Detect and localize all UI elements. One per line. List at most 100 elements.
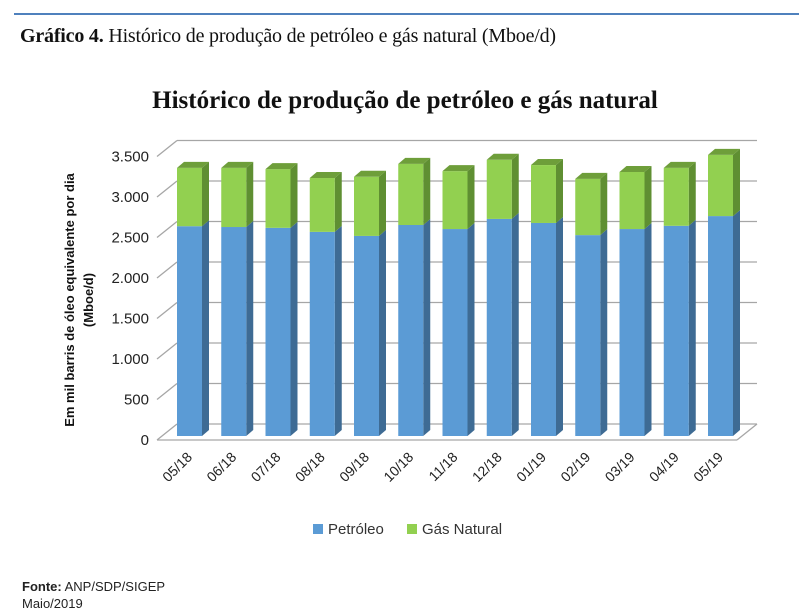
bar-gas <box>221 167 247 228</box>
date-line: Maio/2019 <box>22 596 83 611</box>
bar-gas <box>398 163 424 225</box>
bar-gas <box>265 169 291 228</box>
bar-petroleo <box>708 216 733 436</box>
bar-side-petroleo <box>600 229 608 436</box>
source-label: Fonte: <box>22 579 62 594</box>
y-tick-label: 2.500 <box>111 230 149 247</box>
bar-side-petroleo <box>644 223 652 436</box>
legend: Petróleo Gás Natural <box>313 521 502 538</box>
bar-top <box>221 161 254 168</box>
bar-petroleo <box>442 229 468 436</box>
bar-side-gas <box>467 165 475 230</box>
y-tick-label: 2.000 <box>111 270 149 287</box>
x-tick-label: 01/19 <box>513 449 549 485</box>
gridline-side <box>156 301 178 320</box>
floor-right-edge <box>736 423 758 441</box>
x-tick-label: 12/18 <box>469 449 505 485</box>
bar-petroleo <box>221 227 247 436</box>
bar-petroleo <box>619 229 645 436</box>
gridline-side <box>156 423 178 441</box>
bar-petroleo <box>354 235 379 436</box>
bar-top <box>177 161 209 168</box>
legend-swatch-gas <box>407 524 417 534</box>
gridline-side <box>156 261 178 279</box>
y-tick-labels: 0 500 1.000 1.500 2.000 2.500 3.000 3.500 <box>111 149 149 450</box>
bar-stack-03/19 <box>619 165 652 436</box>
y-tick-label: 3.500 <box>111 149 149 166</box>
bar-petroleo <box>265 227 291 436</box>
bar-side-petroleo <box>334 225 342 436</box>
y-tick-label: 3.000 <box>111 189 149 206</box>
bar-gas <box>663 167 689 226</box>
bar-side-petroleo <box>688 219 696 436</box>
top-rule <box>14 13 799 15</box>
bar-side-gas <box>688 161 696 226</box>
y-tick-label: 1.500 <box>111 311 149 328</box>
bar-gas <box>309 178 335 232</box>
bar-side-gas <box>334 172 342 232</box>
x-tick-label: 10/18 <box>380 449 416 485</box>
bar-top <box>398 157 431 164</box>
x-tick-label: 03/19 <box>602 449 638 485</box>
x-tick-label: 08/18 <box>292 449 328 485</box>
bar-side-petroleo <box>556 216 563 436</box>
bar-top <box>265 163 298 170</box>
bar-side-petroleo <box>379 229 386 436</box>
bar-gas <box>575 178 601 236</box>
bar-top <box>619 165 652 172</box>
y-tick-label: 1.000 <box>111 351 149 368</box>
bar-gas <box>486 159 512 219</box>
bar-side-gas <box>202 161 209 227</box>
bar-gas <box>531 165 556 223</box>
bar-gas <box>708 154 733 217</box>
source-line: Fonte: ANP/SDP/SIGEP <box>22 578 165 595</box>
legend-label-gas: Gás Natural <box>422 521 502 538</box>
gridline-side <box>156 382 178 401</box>
bar-petroleo <box>309 231 335 436</box>
bar-side-gas <box>511 153 519 219</box>
bar-gas <box>442 171 468 230</box>
legend-swatch-petroleo <box>313 524 323 534</box>
x-tick-label: 05/18 <box>159 449 195 485</box>
bar-top <box>531 159 563 166</box>
bar-side-gas <box>379 170 386 236</box>
x-tick-label: 09/18 <box>336 449 372 485</box>
gridline-side <box>156 139 178 158</box>
bar-petroleo <box>486 218 512 436</box>
gridline-side <box>156 342 178 360</box>
bar-stack-10/18 <box>398 157 431 436</box>
bar-side-petroleo <box>511 212 519 436</box>
figure-caption: Gráfico 4. Histórico de produção de petr… <box>20 25 556 48</box>
bar-stack-12/18 <box>486 153 519 436</box>
bar-side-petroleo <box>733 210 740 436</box>
bar-side-gas <box>733 148 740 217</box>
bar-top <box>486 153 519 160</box>
x-tick-label: 04/19 <box>646 449 682 485</box>
bar-side-petroleo <box>246 221 254 436</box>
x-tick-label: 07/18 <box>248 449 284 485</box>
bar-side-gas <box>556 159 563 223</box>
bar-stack-05/19 <box>708 148 740 436</box>
bar-stack-06/18 <box>221 161 254 436</box>
legend-label-petroleo: Petróleo <box>328 521 384 538</box>
y-axis-label-line: (Mboe/d) <box>81 273 96 327</box>
gridline-side <box>156 220 178 239</box>
bar-side-gas <box>290 163 298 228</box>
bar-top <box>708 148 740 155</box>
bar-stack-08/18 <box>309 172 342 436</box>
bar-top <box>442 165 475 172</box>
source-value: ANP/SDP/SIGEP <box>61 579 166 594</box>
bar-top <box>575 172 608 179</box>
bar-gas <box>354 176 379 236</box>
bar-side-gas <box>644 165 652 230</box>
y-tick-label: 0 <box>141 432 149 449</box>
bar-gas <box>177 167 202 227</box>
bar-side-petroleo <box>467 223 475 436</box>
bar-stack-11/18 <box>442 165 475 436</box>
y-tick-label: 500 <box>124 392 149 409</box>
caption-label: Gráfico 4. <box>20 25 104 47</box>
bar-petroleo <box>398 224 424 436</box>
bar-top <box>354 170 386 177</box>
x-tick-label: 02/19 <box>557 449 593 485</box>
